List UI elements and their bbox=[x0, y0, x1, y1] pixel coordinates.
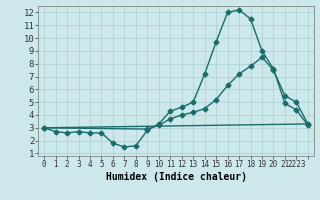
X-axis label: Humidex (Indice chaleur): Humidex (Indice chaleur) bbox=[106, 172, 246, 182]
